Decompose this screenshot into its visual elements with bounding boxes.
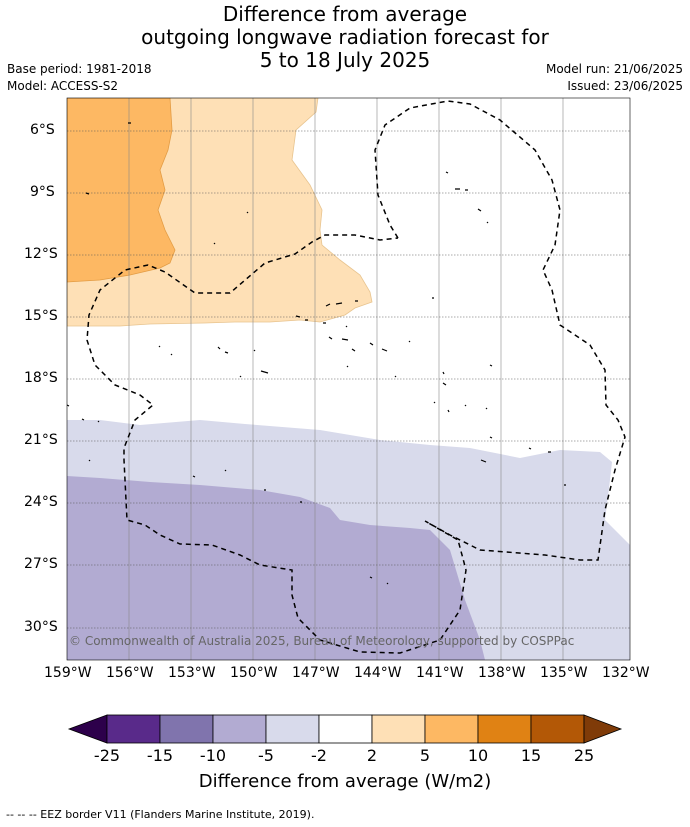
colorbar-low-extension [67,714,108,744]
lat-label: 21°S [24,432,58,448]
model-run-label: Model run: 21/06/2025 [545,62,683,76]
positive-moderate-region [67,98,176,283]
lon-label: 153°W [168,665,216,681]
model-label: Model: ACCESS-S2 [7,79,119,93]
colorbar-tick-label: -2 [311,746,327,765]
lat-label: 27°S [24,556,58,572]
lon-label: 132°W [602,665,650,681]
lon-label: 156°W [106,665,154,681]
lat-label: 12°S [24,246,58,262]
title-line-3: 5 to 18 July 2025 [259,48,431,72]
colorbar-tick-label: -10 [199,746,227,765]
colorbar-swatch [530,714,585,744]
island-markers [67,122,566,585]
eez-border-line [86,100,626,654]
lon-label: 150°W [230,665,278,681]
lat-label: 24°S [24,494,58,510]
colorbar-swatch [265,714,320,744]
lon-label: 144°W [354,665,402,681]
lon-label: 135°W [540,665,588,681]
lat-label: 6°S [30,122,55,138]
colorbar-tick-label: 5 [419,746,431,765]
colorbar-tick-label: 25 [573,746,595,765]
colorbar [67,714,623,744]
colorbar-swatch [477,714,532,744]
colorbar-tick-label: 15 [520,746,542,765]
colorbar-swatch [318,714,373,744]
colorbar-swatch [371,714,426,744]
map-plot [66,97,631,661]
lat-label: 30°S [24,619,58,635]
colorbar-high-extension [583,714,623,744]
colorbar-tick-label: 2 [366,746,378,765]
colorbar-swatch [424,714,479,744]
colorbar-swatch [212,714,267,744]
lon-label: 141°W [416,665,464,681]
lon-label: 159°W [44,665,92,681]
colorbar-title: Difference from average (W/m2) [198,771,492,792]
base-period-label: Base period: 1981-2018 [7,62,152,76]
lat-label: 15°S [24,308,58,324]
issued-label: Issued: 23/06/2025 [567,79,683,93]
colorbar-tick-label: -5 [258,746,274,765]
title-line-2: outgoing longwave radiation forecast for [141,25,549,49]
gridlines [67,98,630,660]
lon-label: 147°W [292,665,340,681]
copyright-notice: © Commonwealth of Australia 2025, Bureau… [69,634,575,648]
title-line-1: Difference from average [222,2,468,26]
map-frame [66,97,631,661]
colorbar-tick-label: 10 [467,746,489,765]
colorbar-swatch [159,714,214,744]
lon-label: 138°W [478,665,526,681]
lat-label: 18°S [24,370,58,386]
colorbar-tick-label: -25 [93,746,121,765]
lat-label: 9°S [30,184,55,200]
colorbar-tick-label: -15 [146,746,174,765]
eez-legend-note: -- -- -- EEZ border V11 (Flanders Marine… [6,808,315,821]
colorbar-swatch [106,714,161,744]
